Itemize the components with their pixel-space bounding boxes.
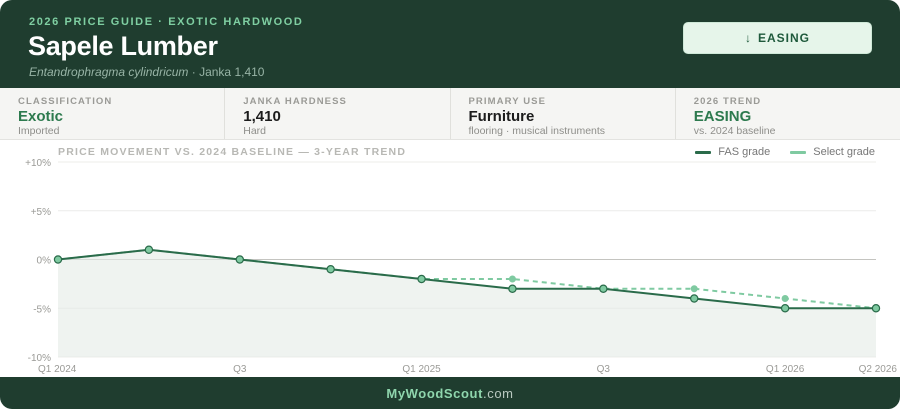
stat-value: 1,410 <box>243 108 281 125</box>
legend-item-select[interactable]: Select grade <box>790 146 875 158</box>
data-point-fas <box>508 284 517 293</box>
stat-sub: vs. 2024 baseline <box>693 125 776 137</box>
stat-classification: CLASSIFICATION Exotic Imported <box>0 88 226 139</box>
trend-badge[interactable]: ↓ EASING <box>683 22 872 54</box>
y-tick-label: 0% <box>37 256 52 267</box>
stat-value: EASING <box>693 108 752 125</box>
scientific-name: Entandrophragma cylindricum <box>29 65 189 79</box>
stat-label: JANKA HARDNESS <box>243 96 347 107</box>
legend-item-fas[interactable]: FAS grade <box>695 146 770 158</box>
y-tick-label: +5% <box>31 207 51 218</box>
series-line-fas <box>57 248 876 310</box>
stat-2026-trend: 2026 TREND EASING vs. 2024 baseline <box>676 88 900 139</box>
x-tick-label: Q1 2024 <box>38 364 77 375</box>
stat-value: Furniture <box>468 108 535 125</box>
stat-sub: flooring · musical instruments <box>468 125 606 137</box>
stat-label: PRIMARY USE <box>468 96 547 107</box>
footer: MyWoodScout .com <box>0 377 900 409</box>
x-tick-label: Q3 <box>597 364 611 375</box>
data-point-fas <box>144 245 154 254</box>
stat-primary-use: PRIMARY USE Furniture flooring · musical… <box>451 88 676 139</box>
stat-janka-hardness: JANKA HARDNESS 1,410 Hard <box>225 88 451 139</box>
stat-label: CLASSIFICATION <box>18 96 113 107</box>
legend-swatch-select <box>790 150 807 154</box>
data-point-fas <box>417 274 426 284</box>
subtitle-janka: · Janka 1,410 <box>188 65 265 79</box>
arrow-down-icon: ↓ <box>744 31 752 45</box>
y-tick-label: +10% <box>25 158 51 169</box>
data-point-fas <box>780 304 790 313</box>
legend-swatch-fas <box>695 150 712 154</box>
legend-label-select: Select grade <box>813 146 875 158</box>
data-point-fas <box>690 294 699 303</box>
stats-bar: CLASSIFICATION Exotic Imported JANKA HAR… <box>0 88 900 140</box>
x-tick-label: Q3 <box>233 364 247 375</box>
chart-title: PRICE MOVEMENT VS. 2024 BASELINE — 3-YEA… <box>58 146 407 158</box>
footer-tld: .com <box>483 385 514 401</box>
area-fill <box>58 249 876 357</box>
chart-legend: FAS grade Select grade <box>695 146 875 158</box>
legend-label-fas: FAS grade <box>718 146 771 158</box>
chart-area: +10% +5% 0% -5% -10% Q1 2024 Q3 Q1 2025 Q3 Q1 202… <box>0 140 900 377</box>
stat-label: 2026 TREND <box>693 96 762 107</box>
x-tick-label: Q1 2025 <box>402 364 441 375</box>
header: 2026 PRICE GUIDE · EXOTIC HARDWOOD Sapel… <box>0 0 900 88</box>
x-tick-label: Q2 2026 <box>859 364 898 375</box>
data-point-fas <box>326 265 335 274</box>
data-point-select <box>690 285 698 293</box>
eyebrow-label: 2026 PRICE GUIDE · EXOTIC HARDWOOD <box>29 16 304 28</box>
y-tick-label: -5% <box>33 304 51 315</box>
y-tick-label: -10% <box>28 353 51 364</box>
data-point-fas <box>599 284 608 293</box>
trend-badge-label: EASING <box>757 31 810 45</box>
subtitle: Entandrophragma cylindricum · Janka 1,41… <box>29 65 264 79</box>
page-title: Sapele Lumber <box>28 31 218 61</box>
data-point-fas <box>53 255 63 264</box>
stat-sub: Imported <box>18 125 60 137</box>
footer-brand[interactable]: MyWoodScout <box>386 385 484 401</box>
stat-sub: Hard <box>243 125 267 137</box>
data-point-fas <box>871 304 881 313</box>
price-chart: +10% +5% 0% -5% -10%Q1 2024 Q3 Q1 2025 Q3 Q1 202… <box>25 158 898 375</box>
data-point-select <box>781 295 789 302</box>
stat-value: Exotic <box>18 108 64 125</box>
data-point-select <box>508 275 516 283</box>
x-tick-label: Q1 2026 <box>766 364 805 375</box>
data-point-fas <box>235 255 244 264</box>
